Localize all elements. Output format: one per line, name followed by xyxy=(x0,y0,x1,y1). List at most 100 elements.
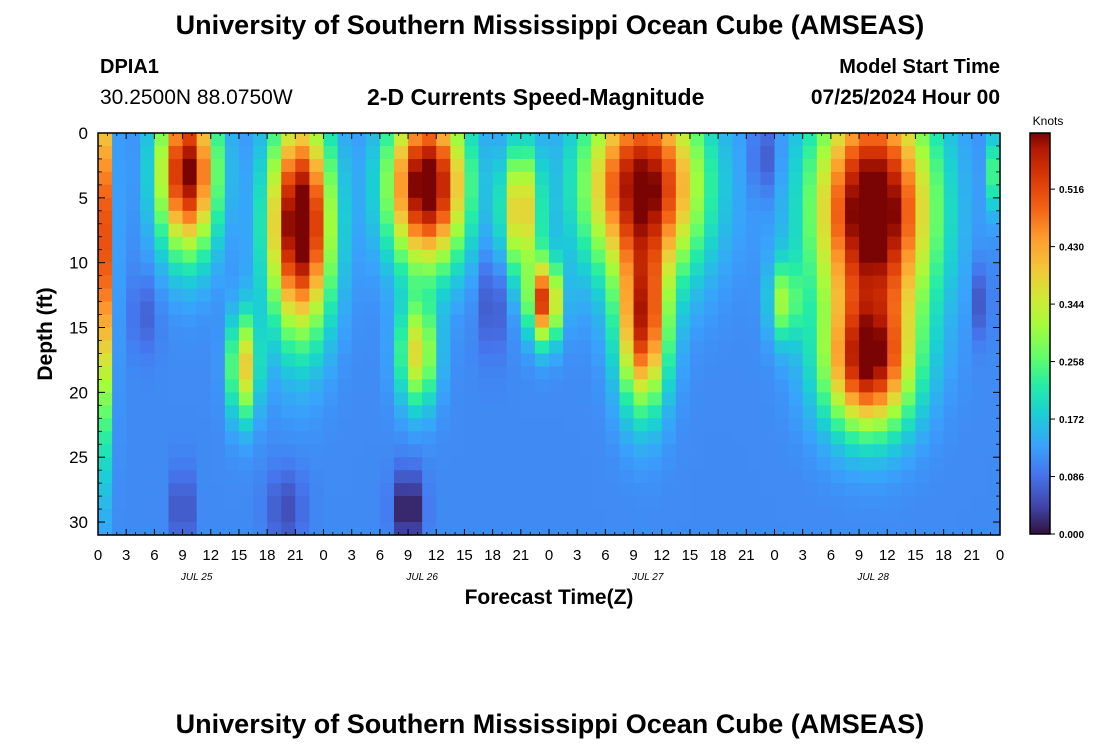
heatmap-cell xyxy=(746,366,761,380)
heatmap-cell xyxy=(478,470,494,484)
heatmap-cell xyxy=(450,444,466,458)
heatmap-cell xyxy=(985,275,1001,290)
heatmap-cell xyxy=(591,133,606,147)
heatmap-cell xyxy=(746,483,761,497)
heatmap-cell xyxy=(210,249,226,264)
heatmap-cell xyxy=(563,171,578,186)
heatmap-cell xyxy=(633,314,649,329)
heatmap-cell xyxy=(633,210,649,225)
heatmap-cell xyxy=(520,184,536,199)
heatmap-cell xyxy=(774,301,790,316)
heatmap-cell xyxy=(492,145,508,160)
heatmap-cell xyxy=(337,392,353,406)
heatmap-cell xyxy=(605,133,621,147)
heatmap-cell xyxy=(365,509,381,523)
heatmap-cell xyxy=(802,171,818,186)
heatmap-cell xyxy=(253,327,268,342)
heatmap-cell xyxy=(732,379,747,393)
heatmap-cell xyxy=(985,483,1001,497)
heatmap-cell xyxy=(337,431,353,445)
heatmap-cell xyxy=(534,262,550,277)
heatmap-cell xyxy=(774,288,790,303)
heatmap-cell xyxy=(689,444,705,458)
heatmap-cell xyxy=(887,275,902,290)
heatmap-cell xyxy=(295,457,310,471)
heatmap-cell xyxy=(746,210,761,225)
heatmap-cell xyxy=(943,327,959,342)
heatmap-cell xyxy=(704,431,719,445)
heatmap-cell xyxy=(704,184,719,199)
heatmap-cell xyxy=(873,444,888,458)
heatmap-cell xyxy=(563,301,578,316)
heatmap-cell xyxy=(168,133,184,147)
heatmap-cell xyxy=(802,236,818,251)
heatmap-cell xyxy=(619,197,635,212)
heatmap-cell xyxy=(112,197,127,212)
heatmap-cell xyxy=(675,470,691,484)
heatmap-cell xyxy=(168,379,184,393)
heatmap-cell xyxy=(549,171,564,186)
heatmap-cell xyxy=(351,418,367,432)
heatmap-cell xyxy=(323,262,339,277)
heatmap-cell xyxy=(267,236,282,251)
heatmap-cell xyxy=(985,288,1001,303)
heatmap-cell xyxy=(238,366,254,380)
heatmap-cell xyxy=(154,133,170,147)
heatmap-cell xyxy=(126,236,141,251)
x-tick-label: 3 xyxy=(122,547,130,564)
heatmap-cell xyxy=(238,509,254,523)
heatmap-cell xyxy=(309,431,325,445)
heatmap-cell xyxy=(619,223,635,238)
colorbar-tick-label: 0.172 xyxy=(1059,415,1084,426)
heatmap-cell xyxy=(182,392,198,406)
heatmap-cell xyxy=(675,392,691,406)
heatmap-cell xyxy=(647,418,663,432)
heatmap-cell xyxy=(379,236,395,251)
heatmap-cell xyxy=(929,431,945,445)
heatmap-cell xyxy=(844,522,860,536)
heatmap-cell xyxy=(224,366,240,380)
heatmap-cell xyxy=(140,301,155,316)
heatmap-cell xyxy=(591,249,606,264)
heatmap-cell xyxy=(549,444,564,458)
heatmap-cell xyxy=(746,392,761,406)
heatmap-cell xyxy=(605,145,621,160)
heatmap-cell xyxy=(309,483,325,497)
heatmap-cell xyxy=(478,301,494,316)
heatmap-cell xyxy=(393,431,409,445)
heatmap-cell xyxy=(351,327,367,342)
heatmap-cell xyxy=(957,366,973,380)
heatmap-cell xyxy=(830,210,846,225)
heatmap-cell xyxy=(549,366,564,380)
heatmap-cell xyxy=(140,444,155,458)
heatmap-cell xyxy=(168,444,184,458)
heatmap-cell xyxy=(140,223,155,238)
heatmap-cell xyxy=(422,418,437,432)
heatmap-cell xyxy=(901,470,917,484)
heatmap-cell xyxy=(337,418,353,432)
heatmap-cell xyxy=(788,262,804,277)
heatmap-cell xyxy=(929,288,945,303)
heatmap-cell xyxy=(633,496,649,510)
heatmap-cell xyxy=(436,405,451,419)
heatmap-cell xyxy=(436,249,451,264)
heatmap-cell xyxy=(112,366,127,380)
heatmap-cell xyxy=(844,301,860,316)
heatmap-cell xyxy=(464,184,480,199)
heatmap-cell xyxy=(816,184,832,199)
heatmap-cell xyxy=(985,496,1001,510)
heatmap-cell xyxy=(633,223,649,238)
heatmap-cell xyxy=(450,418,466,432)
heatmap-cell xyxy=(309,197,325,212)
y-tick-label: 20 xyxy=(69,383,88,402)
heatmap-cell xyxy=(873,405,888,419)
heatmap-cell xyxy=(267,392,282,406)
heatmap-cell xyxy=(689,262,705,277)
heatmap-cell xyxy=(732,210,747,225)
heatmap-cell xyxy=(704,340,719,355)
heatmap-cell xyxy=(478,509,494,523)
heatmap-cell xyxy=(436,262,451,277)
heatmap-cell xyxy=(830,483,846,497)
heatmap-cell xyxy=(675,431,691,445)
heatmap-cell xyxy=(985,379,1001,393)
